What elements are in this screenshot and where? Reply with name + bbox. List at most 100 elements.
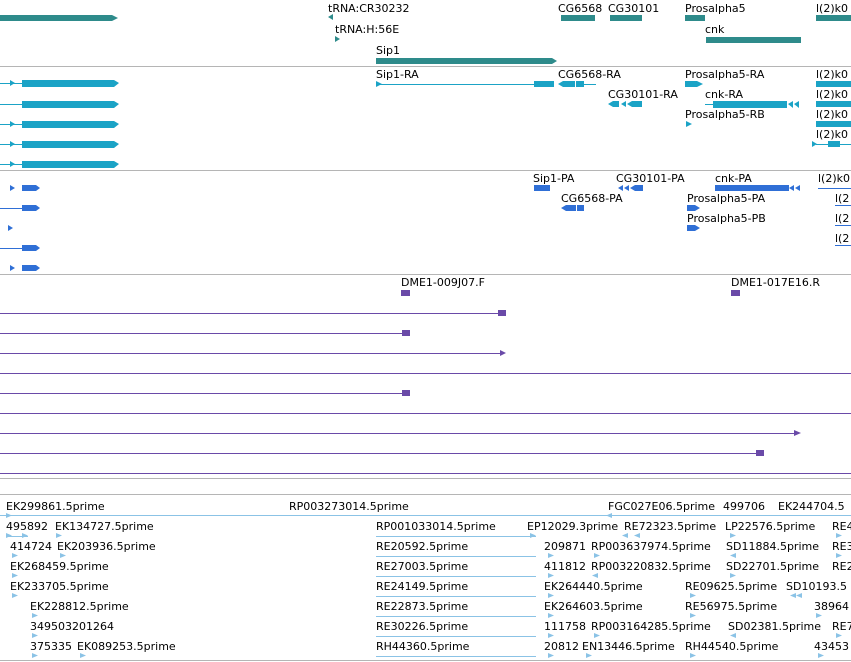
clone-feature[interactable]: [731, 290, 740, 296]
protein-label[interactable]: l(2: [835, 192, 850, 205]
transcript-label[interactable]: cnk-RA: [705, 88, 744, 101]
est-label[interactable]: EK264440.5prime: [544, 580, 643, 593]
protein-label[interactable]: CG30101-PA: [616, 172, 685, 185]
protein-label[interactable]: Prosalpha5-PB: [687, 212, 766, 225]
est-label[interactable]: 349503201264: [30, 620, 114, 633]
clone-track[interactable]: DME1-009J07.F DME1-017E16.R: [0, 275, 851, 478]
est-label[interactable]: EP12029.3prime: [527, 520, 619, 533]
est-label[interactable]: RH44360.5prime: [376, 640, 470, 653]
est-label[interactable]: RP003164285.5prime: [591, 620, 711, 633]
est-track[interactable]: EK299861.5prime RP003273014.5prime FGC02…: [0, 495, 851, 662]
est-label[interactable]: RH44540.5prime: [685, 640, 779, 653]
gene-feature[interactable]: [706, 37, 801, 43]
est-label[interactable]: EN13446.5prime: [582, 640, 675, 653]
est-label[interactable]: SD02381.5prime: [728, 620, 821, 633]
est-label[interactable]: EK233705.5prime: [10, 580, 109, 593]
est-label[interactable]: RE09625.5prime: [685, 580, 778, 593]
est-label[interactable]: EK228812.5prime: [30, 600, 129, 613]
est-label[interactable]: RE4: [832, 520, 851, 533]
est-label[interactable]: RE20592.5prime: [376, 540, 469, 553]
est-label[interactable]: 499706: [723, 500, 765, 513]
est-label[interactable]: EK299861.5prime: [6, 500, 105, 513]
est-feature[interactable]: [6, 536, 28, 537]
est-label[interactable]: 411812: [544, 560, 586, 573]
est-feature[interactable]: [376, 536, 536, 537]
est-label[interactable]: SD11884.5prime: [726, 540, 819, 553]
transcript-label[interactable]: l(2)k0: [816, 68, 849, 81]
transcript-track[interactable]: Sip1-RA CG6568-RA CG30101-RA Prosalpha5-…: [0, 67, 851, 170]
est-label[interactable]: EK264603.5prime: [544, 600, 643, 613]
est-label[interactable]: RE30226.5prime: [376, 620, 469, 633]
protein-label[interactable]: l(2)k0: [818, 172, 851, 185]
est-label[interactable]: 414724: [10, 540, 52, 553]
protein-label[interactable]: CG6568-PA: [561, 192, 623, 205]
est-label[interactable]: EK203936.5prime: [57, 540, 156, 553]
est-label[interactable]: RE3: [832, 540, 851, 553]
protein-feature[interactable]: [818, 188, 851, 189]
est-label[interactable]: 20812: [544, 640, 579, 653]
transcript-feature[interactable]: [816, 121, 851, 127]
transcript-label[interactable]: Prosalpha5-RB: [685, 108, 765, 121]
est-label[interactable]: SD22701.5prime: [726, 560, 819, 573]
gene-label[interactable]: CG30101: [608, 2, 660, 15]
gene-feature[interactable]: [0, 15, 112, 21]
gene-feature[interactable]: [685, 15, 705, 21]
est-label[interactable]: RE7: [832, 620, 851, 633]
clone-feature[interactable]: [0, 413, 851, 414]
clone-feature[interactable]: [401, 290, 410, 296]
transcript-label[interactable]: l(2)k0: [816, 108, 849, 121]
est-label[interactable]: RE56975.5prime: [685, 600, 778, 613]
clone-label[interactable]: DME1-009J07.F: [401, 276, 485, 289]
est-label[interactable]: RP001033014.5prime: [376, 520, 496, 533]
gene-label[interactable]: l(2)k0: [816, 2, 849, 15]
est-feature[interactable]: [376, 556, 536, 557]
clone-feature[interactable]: [0, 373, 851, 374]
protein-track[interactable]: Sip1-PA CG30101-PA cnk-PA CG6568-PA Pros…: [0, 171, 851, 274]
est-feature[interactable]: [376, 616, 536, 617]
gene-label[interactable]: tRNA:CR30232: [328, 2, 410, 15]
est-feature[interactable]: [376, 656, 536, 657]
est-label[interactable]: RP003273014.5prime: [289, 500, 409, 513]
est-label[interactable]: RE72323.5prime: [624, 520, 717, 533]
transcript-label[interactable]: Sip1-RA: [376, 68, 419, 81]
est-label[interactable]: RE22873.5prime: [376, 600, 469, 613]
est-label[interactable]: RE24149.5prime: [376, 580, 469, 593]
est-label[interactable]: EK134727.5prime: [55, 520, 154, 533]
protein-feature[interactable]: [534, 185, 550, 191]
est-label[interactable]: RP003637974.5prime: [591, 540, 711, 553]
protein-label[interactable]: Sip1-PA: [533, 172, 575, 185]
est-feature[interactable]: [0, 515, 851, 516]
est-label[interactable]: EK244704.5: [778, 500, 845, 513]
transcript-label[interactable]: CG30101-RA: [608, 88, 678, 101]
est-label[interactable]: SD10193.5: [786, 580, 847, 593]
gene-feature[interactable]: [376, 58, 552, 64]
est-label[interactable]: EK089253.5prime: [77, 640, 176, 653]
gene-label[interactable]: Sip1: [376, 44, 401, 57]
transcript-label[interactable]: Prosalpha5-RA: [685, 68, 765, 81]
gene-label[interactable]: cnk: [705, 23, 725, 36]
clone-feature[interactable]: [0, 473, 851, 474]
est-label[interactable]: 375335: [30, 640, 72, 653]
clone-label[interactable]: DME1-017E16.R: [731, 276, 820, 289]
est-feature[interactable]: [376, 636, 536, 637]
est-feature[interactable]: [376, 576, 536, 577]
transcript-feature[interactable]: [816, 101, 851, 107]
est-label[interactable]: FGC027E06.5prime: [608, 500, 716, 513]
est-label[interactable]: 495892: [6, 520, 48, 533]
est-label[interactable]: 38964: [814, 600, 849, 613]
gene-label[interactable]: CG6568: [558, 2, 603, 15]
protein-label[interactable]: Prosalpha5-PA: [687, 192, 766, 205]
est-label[interactable]: 43453: [814, 640, 849, 653]
est-feature[interactable]: [376, 596, 536, 597]
gene-feature[interactable]: [561, 15, 595, 21]
est-label[interactable]: 209871: [544, 540, 586, 553]
protein-label[interactable]: l(2: [835, 232, 850, 245]
est-label[interactable]: RE2: [832, 560, 851, 573]
gene-feature[interactable]: [610, 15, 642, 21]
transcript-label[interactable]: CG6568-RA: [558, 68, 621, 81]
transcript-label[interactable]: l(2)k0: [816, 88, 849, 101]
est-label[interactable]: EK268459.5prime: [10, 560, 109, 573]
gene-label[interactable]: Prosalpha5: [685, 2, 746, 15]
est-label[interactable]: RP003220832.5prime: [591, 560, 711, 573]
gene-feature[interactable]: [816, 15, 851, 21]
